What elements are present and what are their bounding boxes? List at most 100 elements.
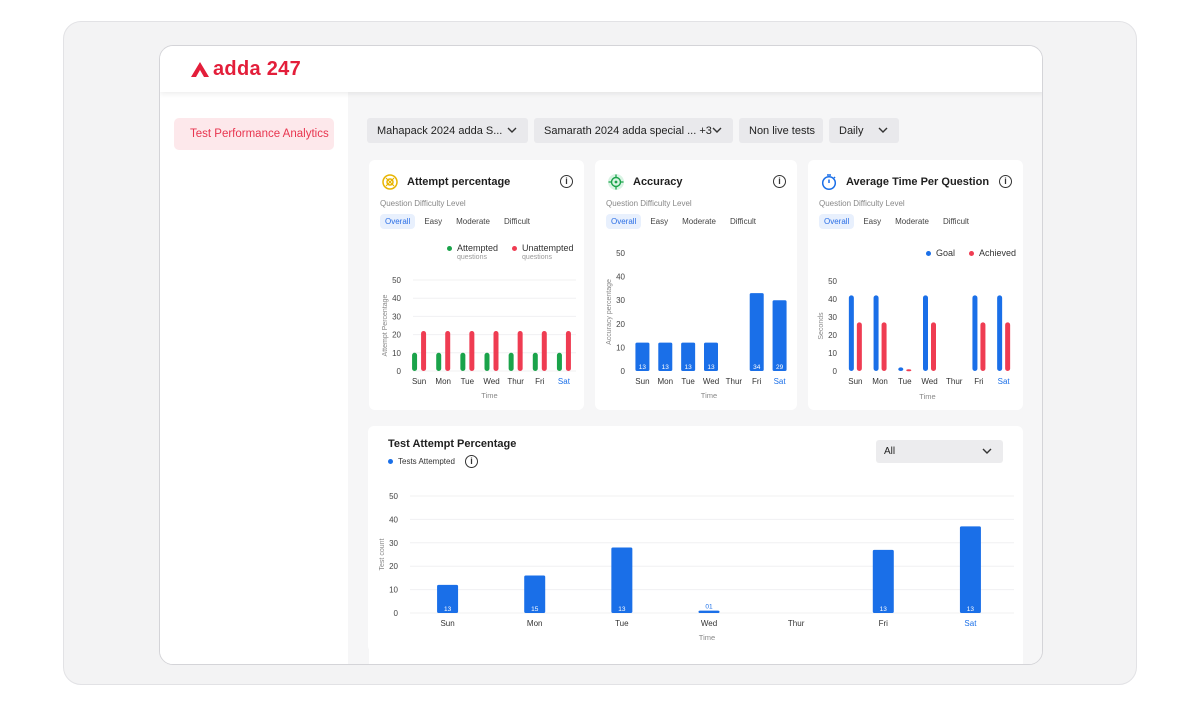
data-label: 13	[967, 606, 975, 613]
info-icon[interactable]: i	[465, 455, 478, 468]
tab-easy[interactable]: Easy	[650, 217, 669, 226]
x-tick-label: Wed	[701, 619, 717, 628]
test-attempt-chart: 0 10 20 30 40 50 Test count Sun 13 Mon 15 Tue 13 Wed 0…	[379, 492, 1014, 642]
bar	[959, 526, 981, 613]
bar	[898, 367, 904, 371]
card-title: Accuracy	[633, 176, 683, 188]
filter-test-type-label: Non live tests	[749, 124, 816, 137]
x-tick-label: Fri	[879, 619, 889, 628]
sidebar-item-test-performance-analytics[interactable]: Test Performance Analytics	[174, 118, 334, 150]
x-tick-label: Sun	[635, 377, 649, 386]
tab-overall[interactable]: Overall	[819, 214, 855, 229]
chart-legend: Tests Attempted	[388, 457, 455, 466]
bar	[460, 352, 466, 371]
x-tick-label: Fri	[752, 377, 762, 386]
tab-easy[interactable]: Easy	[424, 217, 443, 226]
filter-period-dropdown[interactable]: Daily	[829, 118, 899, 143]
filter-test-type-button[interactable]: Non live tests	[739, 118, 823, 143]
tab-difficult[interactable]: Difficult	[503, 217, 531, 226]
tab-moderate[interactable]: Moderate	[456, 217, 490, 226]
bar	[772, 300, 787, 371]
bar	[412, 352, 418, 371]
x-tick-label: Fri	[535, 377, 545, 386]
tab-moderate[interactable]: Moderate	[895, 217, 929, 226]
attempt-percentage-card: Attempt percentage i Question Difficulty…	[369, 160, 584, 410]
chart-legend: Attempted questions Unattempted questions	[447, 243, 574, 261]
x-tick-label: Tue	[898, 377, 912, 386]
crosshair-icon	[608, 174, 624, 190]
filter-period-label: Daily	[839, 124, 864, 137]
accuracy-chart: 0 10 20 30 40 50 Accuracy percentage Sun 13 Mon 13…	[606, 249, 787, 400]
y-tick-label: 50	[392, 276, 401, 285]
data-label: 13	[639, 364, 647, 371]
legend-item-attempted: Attempted questions	[447, 243, 498, 261]
chevron-down-icon	[878, 127, 888, 133]
info-icon[interactable]: i	[999, 175, 1012, 188]
bar	[421, 330, 427, 371]
tab-moderate[interactable]: Moderate	[682, 217, 716, 226]
data-label: 13	[880, 606, 888, 613]
difficulty-label: Question Difficulty Level	[380, 199, 466, 208]
legend-item-achieved: Achieved	[969, 248, 1016, 258]
x-tick-label: Sat	[558, 377, 571, 386]
info-icon[interactable]: i	[560, 175, 573, 188]
x-tick-label: Wed	[483, 377, 499, 386]
info-icon[interactable]: i	[773, 175, 786, 188]
tab-difficult[interactable]: Difficult	[729, 217, 757, 226]
card-title: Attempt percentage	[407, 176, 511, 188]
tab-overall[interactable]: Overall	[380, 214, 416, 229]
y-tick-label: 20	[392, 331, 401, 340]
chevron-down-icon	[712, 127, 722, 133]
x-axis-label: Time	[481, 391, 497, 400]
test-filter-value: All	[884, 446, 896, 457]
y-tick-label: 50	[389, 492, 398, 501]
bar	[565, 330, 571, 371]
y-tick-label: 0	[394, 609, 399, 618]
y-tick-label: 30	[392, 312, 401, 321]
bar	[1005, 322, 1011, 371]
x-tick-label: Tue	[681, 377, 695, 386]
bar	[749, 293, 764, 371]
tab-easy[interactable]: Easy	[863, 217, 882, 226]
filter-package-dropdown[interactable]: Samarath 2024 adda special ... +3	[534, 118, 733, 143]
filter-course-label: Mahapack 2024 adda S...	[377, 124, 503, 137]
bar	[704, 342, 718, 371]
accuracy-card: Accuracy i Question Difficulty Level Ove…	[595, 160, 797, 410]
y-tick-label: 40	[392, 294, 401, 303]
y-tick-label: 0	[833, 367, 838, 376]
y-tick-label: 0	[621, 367, 626, 376]
y-axis-label: Attempt Percentage	[382, 294, 389, 356]
y-tick-label: 30	[828, 313, 837, 322]
x-tick-label: Sat	[998, 377, 1011, 386]
bar	[508, 352, 514, 371]
filter-course-dropdown[interactable]: Mahapack 2024 adda S...	[367, 118, 528, 143]
bar	[437, 584, 459, 613]
data-label: 29	[776, 364, 784, 371]
data-label: 13	[662, 364, 670, 371]
x-tick-label: Sun	[440, 619, 454, 628]
x-tick-label: Mon	[527, 619, 543, 628]
y-tick-label: 10	[389, 586, 398, 595]
y-tick-label: 10	[616, 343, 625, 352]
y-axis-label: Seconds	[818, 312, 825, 340]
tab-overall[interactable]: Overall	[606, 214, 642, 229]
x-tick-label: Wed	[921, 377, 937, 386]
bar	[484, 352, 490, 371]
bar	[524, 575, 546, 613]
y-tick-label: 10	[392, 349, 401, 358]
bar	[881, 322, 887, 371]
data-label: 15	[531, 606, 539, 613]
test-filter-select[interactable]: All	[876, 440, 1003, 463]
adda-logo-icon	[191, 62, 209, 77]
bar	[972, 295, 978, 371]
card-title: Average Time Per Question	[846, 176, 990, 188]
bar	[445, 330, 451, 371]
tab-difficult[interactable]: Difficult	[942, 217, 970, 226]
brand-logo[interactable]: adda 247	[190, 58, 301, 81]
x-tick-label: Tue	[615, 619, 629, 628]
average-time-card: Average Time Per Question i Question Dif…	[808, 160, 1023, 410]
y-tick-label: 20	[828, 331, 837, 340]
legend-item-tests-attempted: Tests Attempted	[388, 457, 455, 466]
difficulty-label: Question Difficulty Level	[606, 199, 692, 208]
y-tick-label: 0	[397, 367, 402, 376]
